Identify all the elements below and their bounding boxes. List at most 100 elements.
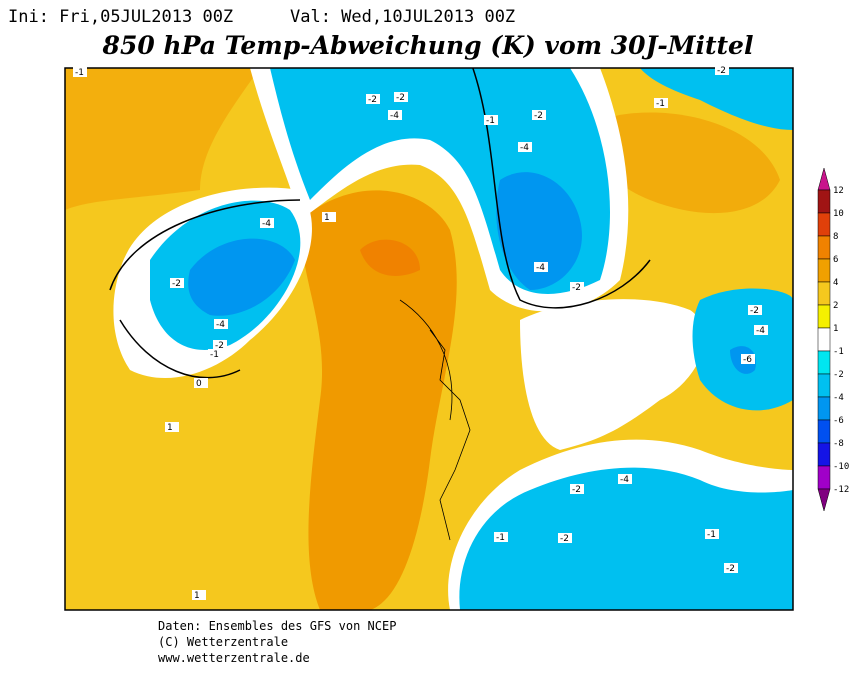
contour-label: -4 <box>390 111 399 121</box>
colorbar-label: 8 <box>833 232 838 242</box>
colorbar-segment <box>817 350 831 375</box>
contour-label-bg <box>213 340 227 350</box>
contour-label-bg <box>394 92 408 102</box>
contour-label-bg <box>260 218 274 228</box>
colorbar-label: 4 <box>833 278 838 288</box>
colorbar-segment <box>817 167 831 191</box>
contour-label: -4 <box>620 475 629 485</box>
colorbar-segment <box>817 373 831 398</box>
contour-label-bg <box>170 278 184 288</box>
contour-label: -1 <box>496 533 505 543</box>
colorbar-segment <box>817 258 831 283</box>
contour-label: -6 <box>743 355 752 365</box>
contour-label-bg <box>484 115 498 125</box>
contour-label-bg <box>165 422 179 432</box>
contour-label: -2 <box>368 95 377 105</box>
contour-label: -4 <box>262 219 271 229</box>
warm-anomaly <box>596 112 780 214</box>
colorbar-label: 1 <box>833 324 838 334</box>
contour-label: -4 <box>216 320 225 330</box>
contour-label: -2 <box>726 564 735 574</box>
contour-label: -2 <box>396 93 405 103</box>
colorbar: 12 10 8 6 4 2 1 -1 -2 -4 -6 -8 -10 -12 <box>817 167 849 512</box>
cold-anomaly <box>459 467 793 610</box>
contour-label-bg <box>214 319 228 329</box>
colorbar-label: -12 <box>833 485 849 495</box>
footer-line: www.wetterzentrale.de <box>158 651 310 665</box>
colorbar-segment <box>817 235 831 260</box>
colorbar-label: -10 <box>833 462 849 472</box>
contour-label: -2 <box>717 66 726 76</box>
contour-label-bg <box>494 532 508 542</box>
map-title: 850 hPa Temp-Abweichung (K) vom 30J-Mitt… <box>102 31 754 60</box>
colorbar-segment <box>817 465 831 490</box>
contour-label-bg <box>570 484 584 494</box>
valid-time: Val: Wed,10JUL2013 00Z <box>290 7 515 27</box>
contour-label-bg <box>748 305 762 315</box>
contour-label-bg <box>715 65 729 75</box>
colorbar-label: -8 <box>833 439 844 449</box>
contour-label: 1 <box>324 213 330 223</box>
neutral-area <box>520 299 705 450</box>
contour-label-bg <box>570 282 584 292</box>
contour-label-bg <box>741 354 755 364</box>
init-time: Ini: Fri,05JUL2013 00Z <box>8 7 233 27</box>
colorbar-label: -4 <box>833 393 844 403</box>
colorbar-label: 2 <box>833 301 838 311</box>
warm-anomaly <box>300 190 457 610</box>
contour-label: -2 <box>750 306 759 316</box>
cold-anomaly <box>496 172 582 290</box>
colorbar-label: -2 <box>833 370 844 380</box>
contour-label-bg <box>705 529 719 539</box>
colorbar-label: 6 <box>833 255 838 265</box>
contour-label: -2 <box>215 341 224 351</box>
contour-label-bg <box>558 533 572 543</box>
contour-label-bg <box>366 94 380 104</box>
contour-labels: -1-4-2-4-2-1-4-2-2-4-4-2-4-6-2-4-2-2-1-2… <box>73 65 768 601</box>
contour-label-bg <box>724 563 738 573</box>
contour-label-bg <box>388 110 402 120</box>
cold-anomaly <box>640 68 793 130</box>
colorbar-segment <box>817 281 831 306</box>
colorbar-segment <box>817 189 831 214</box>
cold-anomaly <box>188 238 295 316</box>
contour-label: -4 <box>756 326 765 336</box>
contour-label: -2 <box>172 279 181 289</box>
contour-label-bg <box>754 325 768 335</box>
contour-label-bg <box>532 110 546 120</box>
contour-label: 0 <box>196 379 202 389</box>
contour-label-bg <box>322 212 336 222</box>
footer-line: (C) Wetterzentrale <box>158 635 288 649</box>
colorbar-segment <box>817 442 831 467</box>
contour-label: -1 <box>656 99 665 109</box>
colorbar-segment <box>817 212 831 237</box>
colorbar-segment <box>817 327 831 352</box>
colorbar-segment <box>817 304 831 329</box>
contour-label-bg <box>208 349 222 359</box>
warm-anomaly <box>65 68 260 210</box>
contour-label: -1 <box>486 116 495 126</box>
contour-label: -1 <box>75 68 84 78</box>
colorbar-segment <box>817 488 831 512</box>
contour-label-bg <box>618 474 632 484</box>
contour-label: -1 <box>210 350 219 360</box>
colorbar-label: 10 <box>833 209 844 219</box>
contour-label: 1 <box>194 591 200 601</box>
contour-label: -2 <box>572 485 581 495</box>
footer-line: Daten: Ensembles des GFS von NCEP <box>158 619 396 633</box>
contour-label-bg <box>518 142 532 152</box>
contour-label: -2 <box>560 534 569 544</box>
colorbar-label: 12 <box>833 186 844 196</box>
colorbar-segment <box>817 396 831 421</box>
contour-label-bg <box>654 98 668 108</box>
contour-label-bg <box>534 262 548 272</box>
colorbar-segment <box>817 419 831 444</box>
contour-label-bg <box>194 378 208 388</box>
warm-anomaly <box>360 239 420 276</box>
contour-label-bg <box>73 67 87 77</box>
contour-label: -4 <box>520 143 529 153</box>
map-frame <box>64 67 794 611</box>
contour-label: -4 <box>536 263 545 273</box>
